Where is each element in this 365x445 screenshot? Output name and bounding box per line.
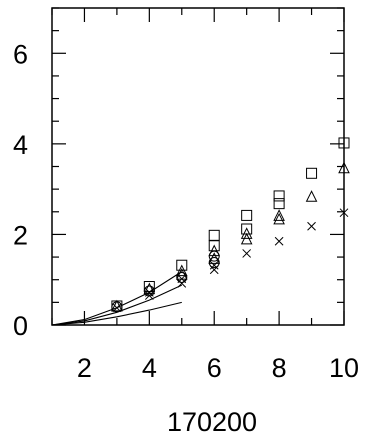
x-marker: [177, 278, 187, 288]
y-tick-label: 6: [13, 39, 28, 69]
y-tick-label: 4: [13, 130, 28, 160]
fit-curve: [51, 301, 182, 326]
axis-ticks: [51, 7, 345, 326]
triangle-marker: [208, 244, 221, 257]
y-tick-label: 0: [13, 311, 28, 341]
x-marker-stroke: [307, 221, 316, 231]
x-tick-label: 2: [77, 353, 92, 383]
x-marker-stroke: [144, 291, 154, 300]
x-marker: [307, 221, 316, 231]
square-marker: [143, 281, 155, 293]
x-tick-label: 4: [142, 353, 157, 383]
x-marker: [144, 291, 154, 300]
x-marker: [177, 274, 187, 284]
x-tick-label: 6: [207, 353, 222, 383]
x-marker-stroke: [177, 278, 187, 288]
triangle-marker: [305, 190, 318, 202]
x-tick-labels: 2 4 6 8 10: [77, 353, 359, 383]
square-marker: [241, 209, 253, 221]
x-marker: [274, 236, 284, 246]
y-tick-label: 2: [13, 220, 28, 250]
triangle-marker: [175, 264, 188, 277]
circle-marker: [111, 301, 123, 313]
triangle-marker: [143, 282, 156, 295]
x-tick-label: 8: [272, 353, 287, 383]
x-marker-stroke: [144, 288, 154, 297]
x-marker-stroke: [209, 265, 219, 275]
x-marker-stroke: [177, 274, 187, 284]
triangle-marker: [273, 212, 285, 225]
x-marker-stroke: [242, 249, 252, 258]
triangle-marker: [240, 227, 253, 239]
square-marker: [306, 167, 318, 179]
x-axis-title: 170200: [167, 407, 257, 437]
x-marker-stroke: [112, 303, 122, 313]
y-tick-labels: 0 2 4 6: [13, 39, 28, 341]
x-marker-stroke: [209, 260, 219, 270]
x-marker: [209, 265, 219, 275]
x-tick-label: 10: [329, 353, 359, 383]
square-marker: [208, 229, 220, 241]
x-marker: [209, 260, 219, 270]
circle-marker: [208, 257, 220, 269]
square-marker: [273, 198, 285, 210]
circle-marker: [208, 250, 220, 262]
x-marker: [112, 303, 122, 313]
x-marker: [242, 249, 252, 258]
x-marker-stroke: [274, 236, 284, 246]
data-markers: [111, 137, 350, 313]
square-marker: [273, 190, 285, 202]
circle-marker: [176, 271, 188, 283]
plot-frame: [51, 7, 345, 326]
fit-curves: [51, 271, 183, 326]
triangle-marker: [273, 209, 285, 221]
x-marker: [144, 288, 154, 297]
